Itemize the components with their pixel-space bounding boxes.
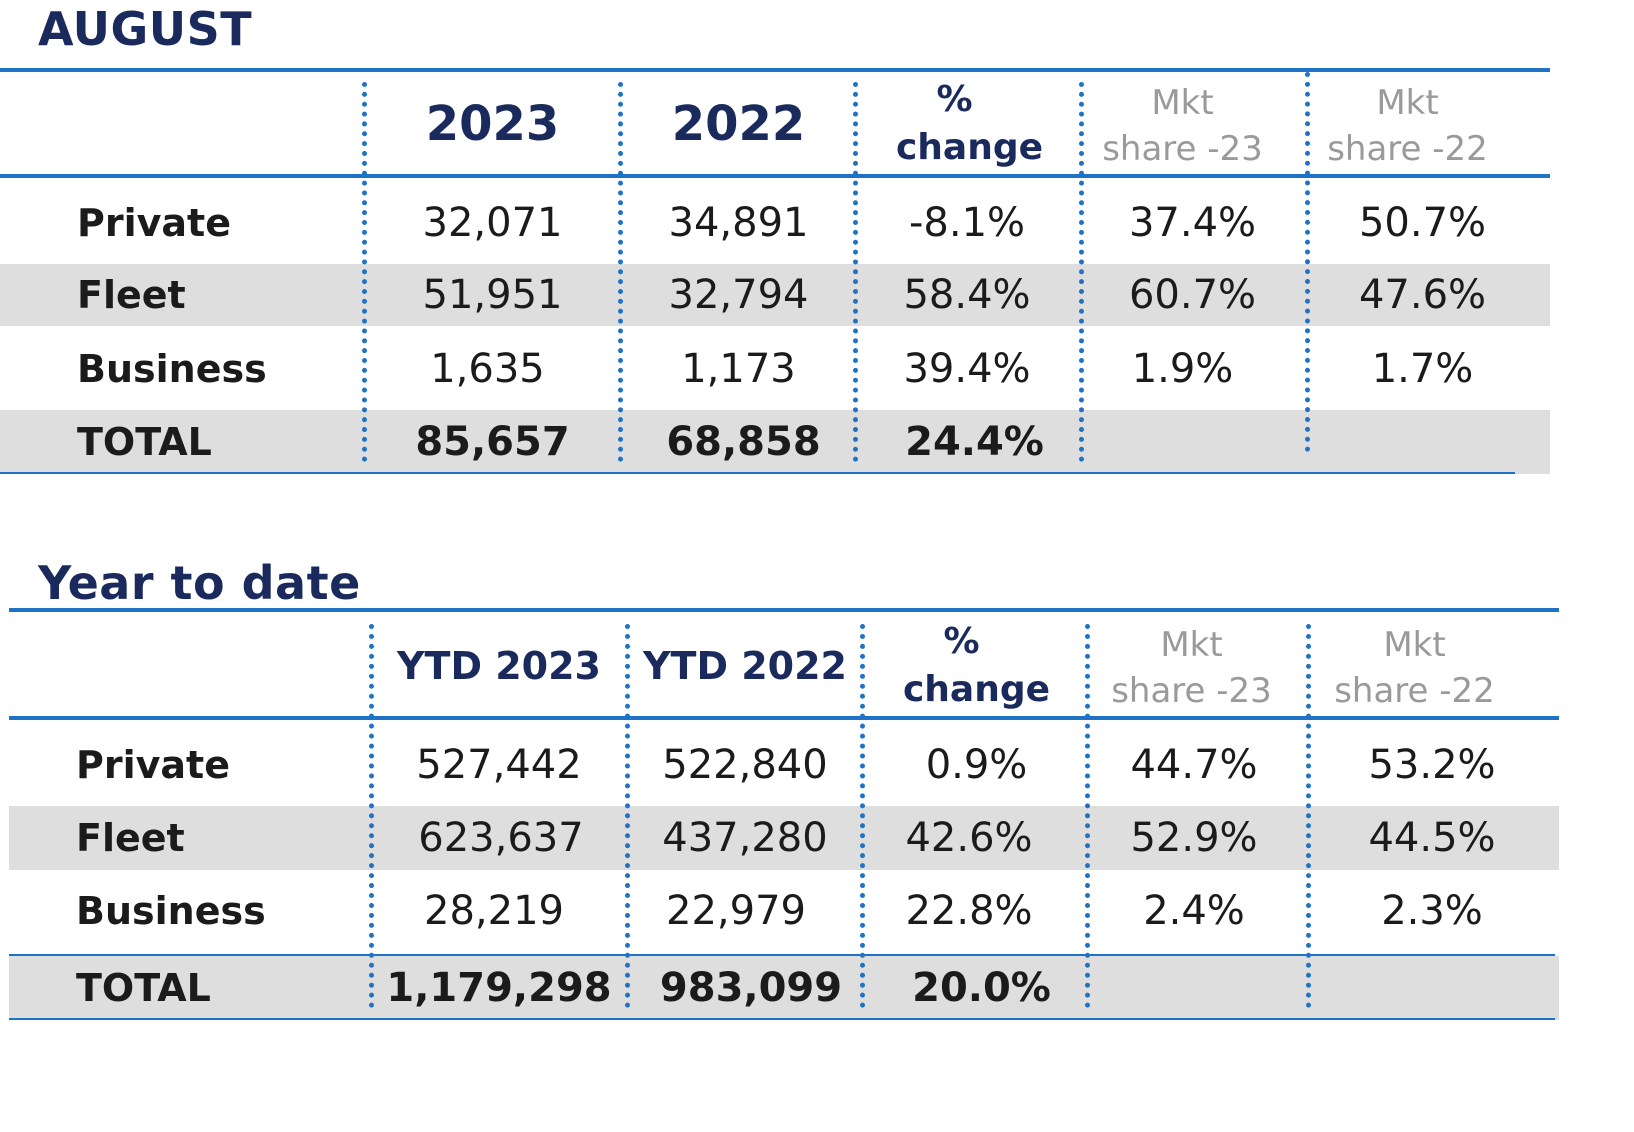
header-mkt23-line1: Mkt	[1151, 83, 1214, 123]
header-2023: 2023	[425, 96, 560, 152]
cell-mkt-share-23: 44.7%	[1130, 742, 1258, 788]
cell-2023: 51,951	[422, 272, 563, 318]
cell-2023: 1,635	[430, 346, 545, 392]
column-divider	[1085, 624, 1090, 1008]
cell-pct-change: 22.8%	[905, 888, 1033, 934]
row-label-private: Private	[77, 201, 231, 245]
ytd-title: Year to date	[38, 556, 361, 610]
cell-total-ytd-2023: 1,179,298	[386, 965, 612, 1011]
cell-mkt-share-22: 1.7%	[1371, 346, 1474, 392]
header-pct-change: % change	[862, 74, 1077, 174]
cell-2023: 32,071	[422, 200, 563, 246]
column-divider	[362, 82, 367, 462]
cell-ytd-2022: 522,840	[662, 742, 828, 788]
cell-mkt-share-23: 2.4%	[1143, 888, 1245, 934]
cell-mkt-share-23: 52.9%	[1130, 815, 1258, 861]
august-title: AUGUST	[38, 2, 253, 56]
cell-total-pct-change: 24.4%	[905, 419, 1044, 465]
cell-ytd-2023: 527,442	[416, 742, 582, 788]
header-pct-change: % change	[869, 616, 1084, 716]
header-mkt23-line2: share -23	[1102, 129, 1263, 169]
cell-pct-change: -8.1%	[908, 200, 1026, 246]
cell-2022: 34,891	[668, 200, 809, 246]
row-label-total: TOTAL	[77, 420, 212, 464]
cell-pct-change: 58.4%	[903, 272, 1031, 318]
row-band-fleet	[9, 806, 1559, 870]
column-divider	[1306, 624, 1311, 1008]
header-mkt-share-23: Mkt share -23	[1094, 620, 1289, 716]
header-mkt22-line2: share -22	[1334, 671, 1495, 711]
header-pct-line1: %	[943, 621, 980, 662]
header-bottom-rule	[9, 716, 1559, 720]
row-label-private: Private	[76, 743, 230, 787]
header-mkt23-line1: Mkt	[1160, 625, 1223, 665]
ytd-table: YTD 2023 YTD 2022 % change Mkt share -23…	[9, 608, 1559, 1024]
column-divider	[860, 624, 865, 1008]
cell-mkt-share-22: 44.5%	[1368, 815, 1496, 861]
header-mkt-share-22: Mkt share -22	[1315, 78, 1500, 174]
header-pct-line1: %	[936, 79, 973, 120]
table-bottom-rule	[0, 472, 1515, 474]
row-label-business: Business	[77, 347, 267, 391]
column-divider	[369, 624, 374, 1008]
cell-total-ytd-2022: 983,099	[659, 965, 843, 1011]
row-band-total	[9, 956, 1559, 1020]
cell-mkt-share-23: 1.9%	[1131, 346, 1234, 392]
header-mkt-share-22: Mkt share -22	[1317, 620, 1512, 716]
header-mkt22-line2: share -22	[1327, 129, 1488, 169]
cell-mkt-share-22: 53.2%	[1368, 742, 1496, 788]
header-pct-line2: change	[902, 669, 1051, 710]
column-divider	[1305, 72, 1310, 452]
cell-mkt-share-22: 2.3%	[1381, 888, 1483, 934]
cell-mkt-share-22: 50.7%	[1358, 200, 1487, 246]
header-2022: 2022	[671, 96, 806, 152]
table-top-rule	[0, 68, 1550, 72]
cell-ytd-2022: 22,979	[666, 888, 806, 934]
column-divider	[853, 82, 858, 462]
column-divider	[1079, 82, 1084, 462]
row-label-business: Business	[76, 889, 266, 933]
header-ytd-2023: YTD 2023	[397, 644, 601, 688]
cell-ytd-2023: 28,219	[424, 888, 564, 934]
cell-mkt-share-22: 47.6%	[1358, 272, 1487, 318]
column-divider	[618, 82, 623, 462]
cell-2022: 32,794	[668, 272, 809, 318]
cell-mkt-share-23: 60.7%	[1128, 272, 1257, 318]
header-mkt-share-23: Mkt share -23	[1090, 78, 1275, 174]
cell-pct-change: 0.9%	[925, 742, 1028, 788]
header-mkt23-line2: share -23	[1111, 671, 1272, 711]
cell-pct-change: 42.6%	[905, 815, 1033, 861]
table-bottom-rule	[9, 1018, 1555, 1020]
row-label-fleet: Fleet	[76, 816, 185, 860]
row-band-fleet	[0, 264, 1550, 326]
cell-2022: 1,173	[681, 346, 796, 392]
cell-total-2023: 85,657	[415, 419, 570, 465]
cell-pct-change: 39.4%	[903, 346, 1031, 392]
header-mkt22-line1: Mkt	[1383, 625, 1446, 665]
cell-mkt-share-23: 37.4%	[1128, 200, 1257, 246]
row-label-total: TOTAL	[76, 966, 211, 1010]
header-bottom-rule	[0, 174, 1550, 178]
row-label-fleet: Fleet	[77, 273, 186, 317]
cell-ytd-2022: 437,280	[662, 815, 828, 861]
column-divider	[625, 624, 630, 1008]
header-mkt22-line1: Mkt	[1376, 83, 1439, 123]
header-pct-line2: change	[895, 127, 1044, 168]
august-table: 2023 2022 % change Mkt share -23 Mkt sha…	[0, 68, 1550, 478]
row-band-total	[0, 410, 1550, 474]
header-ytd-2022: YTD 2022	[643, 644, 847, 688]
cell-ytd-2023: 623,637	[418, 815, 584, 861]
cell-total-pct-change: 20.0%	[912, 965, 1051, 1011]
total-top-rule	[9, 954, 1555, 956]
table-top-rule	[9, 608, 1559, 612]
cell-total-2022: 68,858	[666, 419, 821, 465]
